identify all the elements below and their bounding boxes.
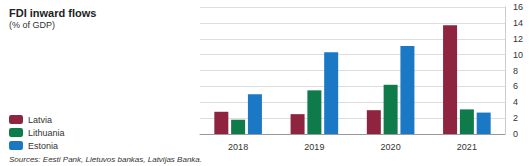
svg-text:4: 4 <box>513 97 518 107</box>
svg-text:2021: 2021 <box>457 142 477 152</box>
svg-text:(% of GDP): (% of GDP) <box>9 20 55 30</box>
svg-text:8: 8 <box>513 66 518 76</box>
svg-text:FDI inward flows: FDI inward flows <box>9 7 96 19</box>
svg-text:Sources: Eesti Pank, Lietuvos: Sources: Eesti Pank, Lietuvos bankas, La… <box>9 155 202 164</box>
svg-text:Latvia: Latvia <box>28 115 52 125</box>
svg-text:0: 0 <box>513 129 518 139</box>
svg-text:2020: 2020 <box>381 142 401 152</box>
svg-text:6: 6 <box>513 81 518 91</box>
svg-text:12: 12 <box>513 34 523 44</box>
svg-text:10: 10 <box>513 50 523 60</box>
svg-text:14: 14 <box>513 18 523 28</box>
svg-text:2: 2 <box>513 113 518 123</box>
svg-text:2018: 2018 <box>228 142 248 152</box>
svg-text:2019: 2019 <box>304 142 324 152</box>
svg-text:Estonia: Estonia <box>28 141 58 151</box>
svg-text:16: 16 <box>513 2 523 12</box>
svg-text:Lithuania: Lithuania <box>28 128 65 138</box>
